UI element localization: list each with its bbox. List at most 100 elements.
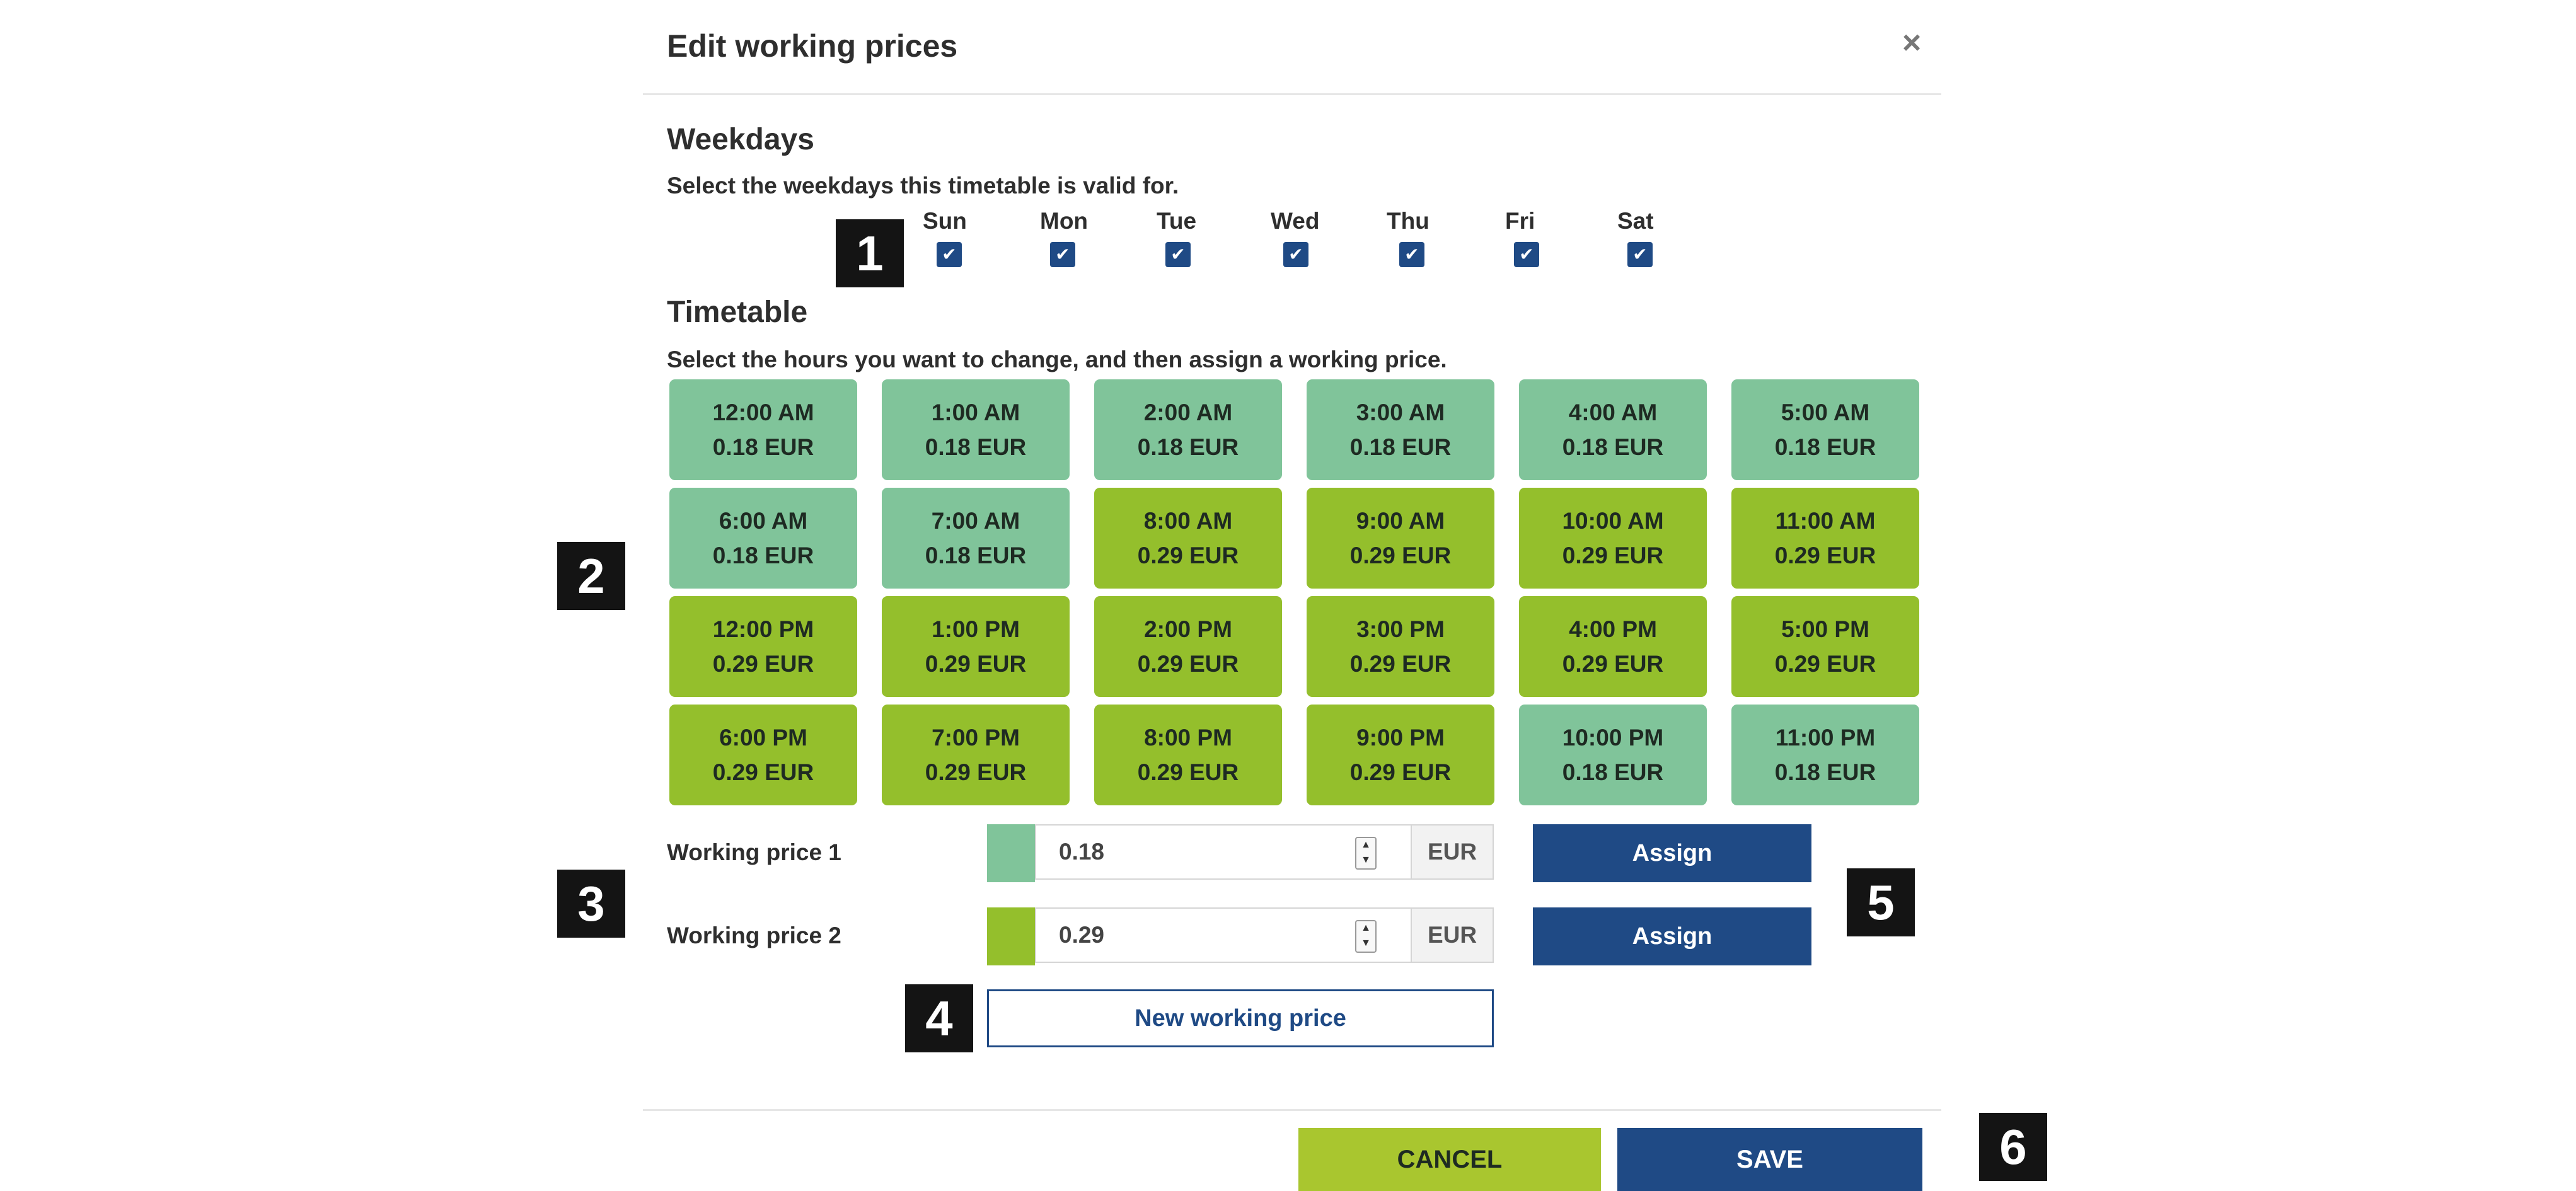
checkbox-sun[interactable]: ✔ [937, 242, 962, 267]
weekday-sun[interactable]: Sun ✔ [923, 208, 1024, 277]
hour-cell[interactable]: 7:00 AM 0.18 EUR [882, 488, 1070, 589]
working-price-row-1: Working price 1 ▲▼ EUR Assign [643, 824, 1941, 882]
hour-time: 7:00 PM [932, 725, 1020, 751]
working-price-row-2: Working price 2 ▲▼ EUR Assign [643, 907, 1941, 965]
edit-working-prices-dialog: Edit working prices × Weekdays Select th… [643, 0, 1941, 1191]
price-spinner[interactable]: ▲ ▼ [1355, 837, 1377, 870]
marker-3: 3 [557, 870, 625, 938]
hour-time: 4:00 AM [1568, 400, 1658, 425]
hour-time: 11:00 PM [1775, 725, 1876, 751]
hour-cell[interactable]: 9:00 AM 0.29 EUR [1307, 488, 1494, 589]
hour-cell[interactable]: 8:00 PM 0.29 EUR [1094, 705, 1282, 805]
new-working-price-button[interactable]: New working price [987, 989, 1494, 1047]
hour-cell[interactable]: 1:00 AM 0.18 EUR [882, 379, 1070, 480]
hour-cell[interactable]: 2:00 AM 0.18 EUR [1094, 379, 1282, 480]
spin-up-icon[interactable]: ▲ [1361, 923, 1371, 933]
weekday-thu[interactable]: Thu ✔ [1387, 208, 1487, 277]
weekday-selector: Sun ✔ Mon ✔ Tue ✔ Wed ✔ Thu ✔ Fri ✔ Sat … [643, 208, 1941, 277]
hour-cell[interactable]: 12:00 PM 0.29 EUR [669, 596, 857, 697]
spin-up-icon[interactable]: ▲ [1361, 839, 1371, 850]
hour-price: 0.18 EUR [712, 543, 814, 568]
hour-time: 9:00 PM [1356, 725, 1445, 751]
hour-time: 3:00 AM [1356, 400, 1445, 425]
weekday-label: Thu [1387, 208, 1430, 234]
assign-button-2[interactable]: Assign [1533, 907, 1811, 965]
hour-time: 2:00 AM [1143, 400, 1233, 425]
spin-down-icon[interactable]: ▼ [1361, 854, 1371, 865]
hour-cell[interactable]: 3:00 AM 0.18 EUR [1307, 379, 1494, 480]
hour-time: 5:00 PM [1781, 616, 1869, 642]
save-button[interactable]: SAVE [1617, 1128, 1922, 1191]
working-price-label: Working price 2 [667, 923, 841, 948]
hour-time: 2:00 PM [1144, 616, 1232, 642]
hour-cell[interactable]: 5:00 PM 0.29 EUR [1731, 596, 1919, 697]
hour-time: 5:00 AM [1781, 400, 1870, 425]
close-icon[interactable]: × [1902, 25, 1922, 61]
hour-cell[interactable]: 12:00 AM 0.18 EUR [669, 379, 857, 480]
weekday-label: Sun [923, 208, 967, 234]
hour-price: 0.18 EUR [1349, 434, 1452, 460]
hour-price: 0.29 EUR [1349, 759, 1452, 785]
hour-cell[interactable]: 6:00 AM 0.18 EUR [669, 488, 857, 589]
hour-price: 0.18 EUR [1562, 759, 1664, 785]
price-color-swatch [987, 824, 1035, 882]
hour-price: 0.29 EUR [1137, 651, 1239, 677]
hour-cell[interactable]: 6:00 PM 0.29 EUR [669, 705, 857, 805]
hour-cell[interactable]: 3:00 PM 0.29 EUR [1307, 596, 1494, 697]
hour-time: 3:00 PM [1356, 616, 1445, 642]
weekday-tue[interactable]: Tue ✔ [1157, 208, 1257, 277]
checkbox-tue[interactable]: ✔ [1165, 242, 1191, 267]
price-color-swatch [987, 907, 1035, 965]
marker-1: 1 [836, 219, 904, 287]
hour-cell[interactable]: 11:00 AM 0.29 EUR [1731, 488, 1919, 589]
weekday-sat[interactable]: Sat ✔ [1617, 208, 1718, 277]
price-spinner[interactable]: ▲ ▼ [1355, 920, 1377, 953]
weekday-label: Tue [1157, 208, 1197, 234]
hour-cell[interactable]: 9:00 PM 0.29 EUR [1307, 705, 1494, 805]
assign-button-1[interactable]: Assign [1533, 824, 1811, 882]
spin-down-icon[interactable]: ▼ [1361, 938, 1371, 948]
hour-price: 0.29 EUR [1774, 543, 1876, 568]
hour-price: 0.18 EUR [1774, 759, 1876, 785]
hour-cell[interactable]: 5:00 AM 0.18 EUR [1731, 379, 1919, 480]
weekday-wed[interactable]: Wed ✔ [1271, 208, 1372, 277]
hour-price: 0.29 EUR [1562, 651, 1664, 677]
weekday-label: Mon [1040, 208, 1089, 234]
weekday-fri[interactable]: Fri ✔ [1505, 208, 1606, 277]
hour-cell[interactable]: 4:00 PM 0.29 EUR [1519, 596, 1707, 697]
weekdays-description: Select the weekdays this timetable is va… [667, 173, 1179, 198]
hour-time: 11:00 AM [1775, 508, 1876, 534]
hour-price: 0.29 EUR [1774, 651, 1876, 677]
timetable-description: Select the hours you want to change, and… [667, 347, 1447, 372]
hour-price: 0.18 EUR [1137, 434, 1239, 460]
weekday-mon[interactable]: Mon ✔ [1040, 208, 1141, 277]
hour-cell[interactable]: 10:00 PM 0.18 EUR [1519, 705, 1707, 805]
cancel-button[interactable]: CANCEL [1298, 1128, 1601, 1191]
hour-price: 0.29 EUR [1562, 543, 1664, 568]
checkbox-wed[interactable]: ✔ [1283, 242, 1308, 267]
hour-cell[interactable]: 4:00 AM 0.18 EUR [1519, 379, 1707, 480]
checkbox-thu[interactable]: ✔ [1399, 242, 1424, 267]
hour-time: 8:00 AM [1143, 508, 1233, 534]
hour-time: 6:00 PM [719, 725, 807, 751]
timetable-title: Timetable [667, 296, 808, 329]
dialog-title: Edit working prices [667, 28, 958, 64]
hour-grid: 12:00 AM 0.18 EUR 1:00 AM 0.18 EUR 2:00 AM 0.… [669, 379, 1919, 805]
hour-price: 0.18 EUR [925, 434, 1027, 460]
hour-cell[interactable]: 2:00 PM 0.29 EUR [1094, 596, 1282, 697]
hour-cell[interactable]: 7:00 PM 0.29 EUR [882, 705, 1070, 805]
hour-time: 12:00 AM [712, 400, 814, 425]
hour-time: 9:00 AM [1356, 508, 1445, 534]
price-value-input[interactable] [1035, 907, 1412, 963]
hour-cell[interactable]: 10:00 AM 0.29 EUR [1519, 488, 1707, 589]
hour-cell[interactable]: 11:00 PM 0.18 EUR [1731, 705, 1919, 805]
weekdays-title: Weekdays [667, 123, 814, 156]
checkbox-mon[interactable]: ✔ [1050, 242, 1075, 267]
hour-cell[interactable]: 8:00 AM 0.29 EUR [1094, 488, 1282, 589]
hour-price: 0.29 EUR [712, 759, 814, 785]
hour-cell[interactable]: 1:00 PM 0.29 EUR [882, 596, 1070, 697]
checkbox-fri[interactable]: ✔ [1514, 242, 1539, 267]
marker-6: 6 [1979, 1113, 2047, 1181]
checkbox-sat[interactable]: ✔ [1627, 242, 1653, 267]
weekday-label: Sat [1617, 208, 1654, 234]
